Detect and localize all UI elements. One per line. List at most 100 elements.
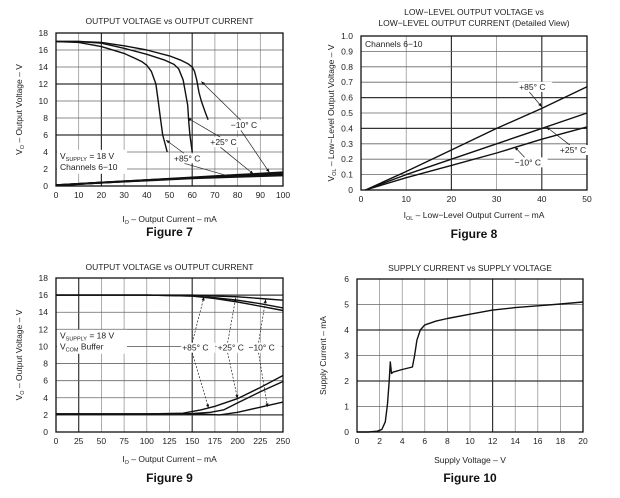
x-axis-label: Supply Voltage – V — [434, 455, 506, 465]
note-text-main: Channels 6−10 — [365, 39, 423, 49]
x-axis-label-rest: – Output Current – mA — [129, 454, 217, 464]
x-axis-label-sub: OL — [406, 216, 413, 222]
arrowhead-icon — [187, 118, 192, 122]
x-tick-label: 90 — [256, 190, 266, 200]
annotation-bg — [181, 342, 216, 353]
series-line — [365, 86, 588, 191]
y-tick-label: 4 — [344, 325, 349, 335]
y-tick-label: 1 — [344, 402, 349, 412]
annotation-arrow — [258, 352, 268, 408]
y-tick-label: 6 — [43, 376, 48, 386]
note-box — [57, 149, 127, 174]
x-axis-label: IOL – Low−Level Output Current – mA — [404, 210, 545, 222]
series-line — [56, 40, 209, 120]
x-tick-label: 0 — [54, 190, 59, 200]
y-axis-label-main: V — [14, 149, 24, 155]
x-tick-label: 8 — [445, 436, 450, 446]
arrowhead-icon — [235, 394, 239, 399]
y-tick-label: 18 — [39, 28, 49, 38]
chart-fig9: OUTPUT VOLTAGE vs OUTPUT CURRENT 0 25 50 75 1… — [14, 262, 290, 485]
annotation-label: +85° C — [182, 343, 208, 353]
arrowhead-icon — [263, 299, 267, 304]
note-text-rest: = 18 V — [87, 331, 115, 341]
y-tick-label: 4 — [43, 147, 48, 157]
y-tick-label: 12 — [39, 79, 49, 89]
x-tick-label: 125 — [162, 436, 176, 446]
y-tick-label: 14 — [39, 307, 49, 317]
y-tick-label: 0.2 — [341, 154, 353, 164]
x-tick-label: 4 — [400, 436, 405, 446]
arrowhead-icon — [206, 404, 209, 409]
annotation-arrow — [240, 130, 270, 173]
chart-title: SUPPLY CURRENT vs SUPPLY VOLTAGE — [388, 263, 552, 273]
note-text: Channels 6−10 — [60, 162, 118, 172]
arrowhead-icon — [201, 296, 205, 301]
x-axis-label: IO – Output Current – mA — [122, 454, 217, 466]
y-tick-label: 10 — [39, 96, 49, 106]
note-text: Channels 6−10 — [365, 39, 423, 49]
x-tick-label: 16 — [533, 436, 543, 446]
series-line — [55, 40, 168, 153]
annotation-bg — [216, 342, 251, 353]
x-tick-label: 40 — [537, 194, 547, 204]
note-text-sub: SUPPLY — [66, 337, 88, 343]
y-tick-label: 0.5 — [341, 108, 353, 118]
note-text: VSUPPLY = 18 V — [60, 331, 114, 343]
y-tick-label: 1.0 — [341, 31, 353, 41]
y-tick-label: 0.8 — [341, 62, 353, 72]
y-tick-label: 8 — [43, 113, 48, 123]
y-tick-label: 0.3 — [341, 139, 353, 149]
y-axis-label-rest: – Output Voltage – V — [14, 309, 24, 390]
x-tick-label: 10 — [401, 194, 411, 204]
x-tick-label: 20 — [447, 194, 457, 204]
y-axis-label: Supply Current – mA — [318, 316, 328, 395]
x-tick-label: 10 — [74, 190, 84, 200]
x-tick-label: 225 — [253, 436, 267, 446]
annotation-arrow — [187, 117, 221, 138]
x-axis-label-main: I — [122, 454, 124, 464]
x-tick-label: 14 — [510, 436, 520, 446]
annotation-label: +85° C — [519, 82, 545, 92]
arrowhead-icon — [201, 81, 206, 86]
y-axis-label-main: Supply Current – mA — [318, 316, 328, 395]
y-axis-label-rest: – Low−Level Output Voltage – V — [326, 44, 336, 168]
x-tick-label: 6 — [422, 436, 427, 446]
y-tick-label: 0.7 — [341, 77, 353, 87]
y-tick-label: 6 — [43, 130, 48, 140]
x-tick-label: 0 — [54, 436, 59, 446]
figure-label: Figure 10 — [443, 471, 497, 485]
x-axis-label-sub: O — [125, 460, 130, 466]
annotation-arrow — [183, 163, 231, 177]
series-line — [55, 174, 284, 187]
annotation-label: −10° C — [515, 157, 541, 167]
x-tick-label: 100 — [276, 190, 290, 200]
y-tick-label: 10 — [39, 341, 49, 351]
x-tick-label: 175 — [208, 436, 222, 446]
y-tick-label: 0.4 — [341, 123, 353, 133]
chart-title: OUTPUT VOLTAGE vs OUTPUT CURRENT — [86, 262, 254, 272]
plot-frame — [356, 278, 584, 433]
annotation-bg — [229, 120, 264, 131]
y-axis-label-sub: O — [20, 144, 26, 149]
y-tick-label: 0.9 — [341, 46, 353, 56]
y-tick-label: 5 — [344, 300, 349, 310]
note-text-sub: COM — [66, 348, 79, 354]
y-tick-label: 3 — [344, 351, 349, 361]
x-tick-label: 40 — [142, 190, 152, 200]
x-tick-label: 75 — [119, 436, 129, 446]
x-axis-label-rest: – Low−Level Output Current – mA — [413, 210, 544, 220]
note-text: VCOM Buffer — [60, 342, 104, 354]
series-line — [56, 40, 193, 153]
annotation-arrow — [201, 81, 242, 121]
x-tick-label: 2 — [377, 436, 382, 446]
y-tick-label: 12 — [39, 324, 49, 334]
annotation-label: +25° C — [218, 343, 244, 353]
chart-title: LOW−LEVEL OUTPUT CURRENT (Detailed View) — [378, 18, 569, 28]
chart-title: OUTPUT VOLTAGE vs OUTPUT CURRENT — [86, 16, 254, 26]
y-axis-label-rest: – Output Voltage – V — [14, 64, 24, 145]
y-axis-label-sub: O — [20, 390, 26, 395]
